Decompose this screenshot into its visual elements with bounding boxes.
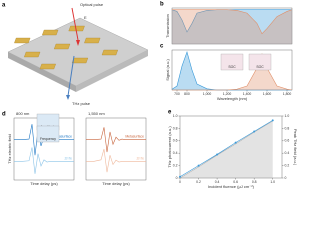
marker <box>197 164 200 167</box>
diagram-label: THz pulse <box>72 101 91 106</box>
annotation: SOC <box>228 65 236 69</box>
figure: a Optical pulse E THz pulse b Transmissio… <box>2 2 298 189</box>
legend-entry: ZnTe <box>64 156 72 160</box>
legend-entry: Metasurface <box>125 135 144 139</box>
annotation: SOC <box>256 65 264 69</box>
area <box>172 52 292 90</box>
area <box>172 9 292 45</box>
y-axis-label: THz photocurrent (a.u.) <box>167 126 172 168</box>
x-axis-label: Incident fluence (μJ cm⁻²) <box>208 184 255 189</box>
line <box>14 147 74 174</box>
metasurface-diagram <box>7 7 149 100</box>
line <box>179 120 273 179</box>
legend-entry: ZnTe <box>136 156 144 160</box>
marker <box>216 153 219 156</box>
y-tick-label: 0.2 <box>173 163 178 167</box>
x-tick-label: 1.0 <box>270 180 275 184</box>
line <box>86 148 146 173</box>
panel-label: c <box>160 44 164 50</box>
subplot-title: 1,550 nm <box>88 111 105 116</box>
x-axis-label: Time delay (ps) <box>102 181 130 186</box>
panel-label: e <box>168 110 172 116</box>
plot-frame <box>179 115 283 179</box>
x-tick-label: 700 <box>174 92 180 96</box>
inset <box>36 125 60 143</box>
line <box>86 127 146 153</box>
annotation: Frequency <box>40 137 56 141</box>
y2-tick-label: 0 <box>285 176 287 180</box>
panel-label: a <box>2 3 6 9</box>
line <box>172 53 293 91</box>
y-axis-label: Signal (a.u.) <box>165 59 170 81</box>
line <box>172 9 293 35</box>
x-tick-label: 0.6 <box>233 180 238 184</box>
x-tick-label: 1,000 <box>203 92 212 96</box>
subplot-title: 800 nm <box>16 111 30 116</box>
area <box>172 9 292 45</box>
inset <box>220 53 244 71</box>
y2-tick-label: 0.4 <box>285 151 290 155</box>
line <box>179 120 273 178</box>
marker <box>234 141 237 144</box>
diagram-label: E <box>84 15 87 20</box>
y2-tick-label: 0.2 <box>285 163 290 167</box>
x-tick-label: 0.2 <box>196 180 201 184</box>
y-tick-label: 0.4 <box>173 151 178 155</box>
y2-tick-label: 0.8 <box>285 126 290 130</box>
x-tick-label: 800 <box>184 92 190 96</box>
y-axis-label: THz electric field <box>7 134 12 164</box>
marker <box>253 130 256 133</box>
y-tick-label: 0 <box>176 176 178 180</box>
x-axis-label: Time delay (ps) <box>30 181 58 186</box>
y-tick-label: 0.8 <box>173 126 178 130</box>
y-tick-label: 0.6 <box>173 139 178 143</box>
x-tick-label: 1,800 <box>283 92 292 96</box>
x-tick-label: 1,600 <box>263 92 272 96</box>
marker <box>271 119 274 122</box>
x-tick-label: 0 <box>179 180 181 184</box>
diagram-label: Optical pulse <box>80 2 104 7</box>
y2-tick-label: 0.6 <box>285 139 290 143</box>
panel-label: b <box>160 2 164 8</box>
plot-frame <box>85 117 147 181</box>
panel-label: d <box>2 112 6 118</box>
x-tick-label: 1,200 <box>223 92 232 96</box>
plot-frame <box>171 7 293 45</box>
y-tick-label: 1.0 <box>173 114 178 118</box>
inset <box>248 53 272 71</box>
y-axis-label: Transmission <box>165 14 170 38</box>
y2-tick-label: 1.0 <box>285 114 290 118</box>
legend-entry: Metasurface <box>53 135 72 139</box>
marker <box>179 175 181 178</box>
x-tick-label: 0.4 <box>215 180 220 184</box>
x-tick-label: 0.8 <box>252 180 257 184</box>
x-axis-label: Wavelength (nm) <box>217 96 248 101</box>
x-tick-label: 1,400 <box>243 92 252 96</box>
y2-axis-label: Peak THz field (a.u.) <box>293 129 298 166</box>
